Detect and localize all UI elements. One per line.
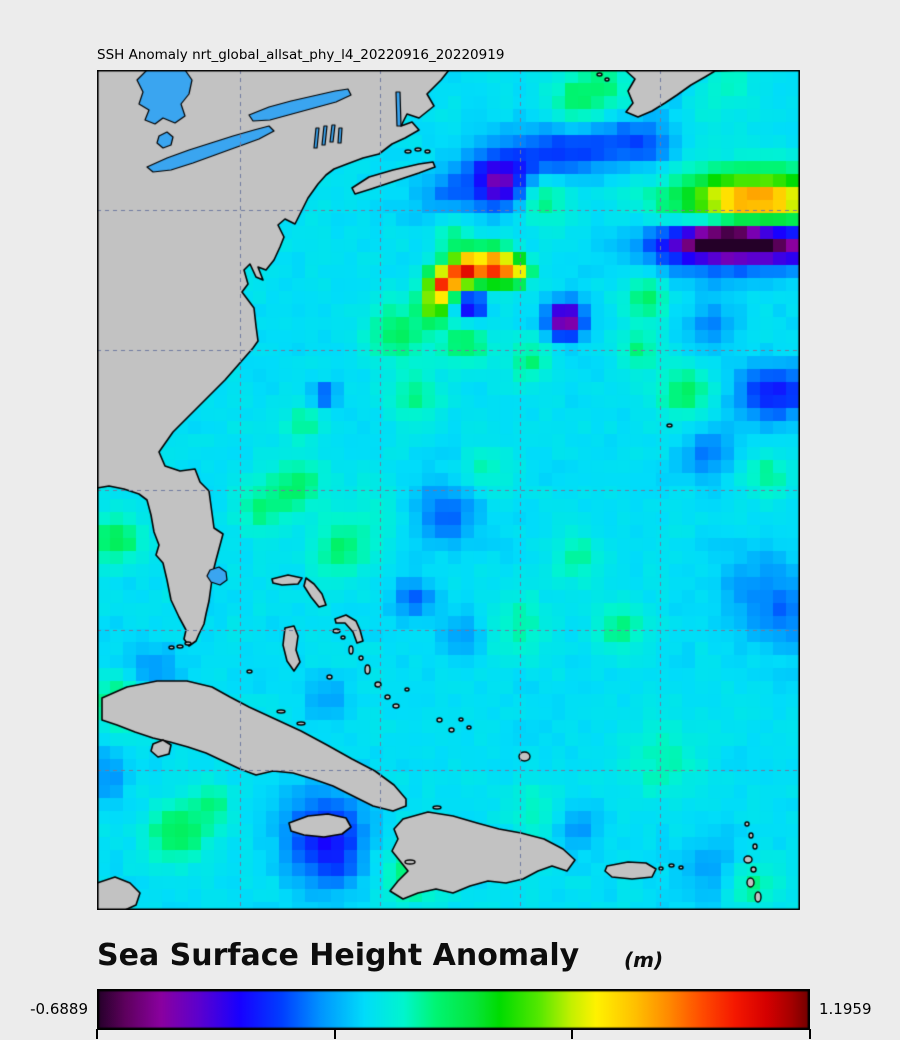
colorbar-canvas [97, 989, 810, 1030]
colorbar-tick [809, 1029, 811, 1039]
colorbar-min-label: -0.6889 [30, 1000, 88, 1018]
colorbar-title: Sea Surface Height Anomaly [97, 938, 580, 973]
colorbar-tick [96, 1029, 98, 1039]
colorbar-tick [333, 1029, 336, 1039]
colorbar-max-label: 1.1959 [819, 1000, 872, 1018]
colorbar-tick [571, 1029, 574, 1039]
plot-title: SSH Anomaly nrt_global_allsat_phy_l4_202… [97, 47, 505, 63]
colorbar [97, 989, 810, 1030]
ssh-anomaly-map [97, 70, 800, 910]
ssh-map-canvas [97, 70, 800, 910]
colorbar-units: (m) [624, 948, 664, 972]
